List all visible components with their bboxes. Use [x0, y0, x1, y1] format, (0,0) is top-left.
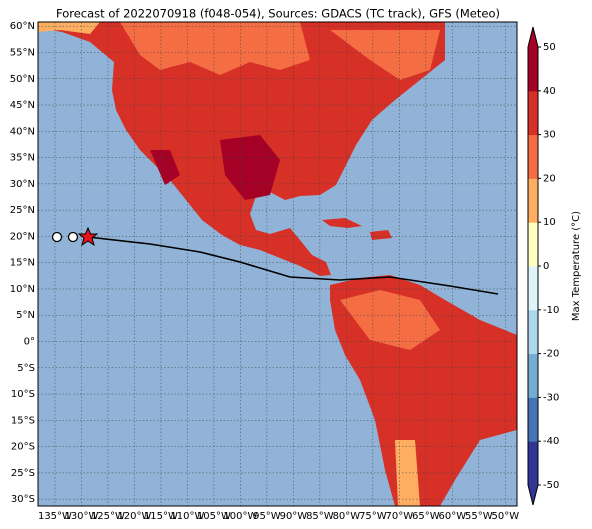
- y-tick-label: 20°S: [11, 442, 35, 453]
- cool-patch: [395, 440, 420, 506]
- x-tick-label: 80°W: [333, 511, 361, 522]
- x-tick-label: 130°W: [64, 511, 98, 522]
- colorbar-tick-label: -50: [543, 480, 559, 491]
- colorbar-swatch: [528, 222, 538, 267]
- map-frame: [37, 21, 518, 507]
- hot-patch: [150, 150, 180, 185]
- colorbar-swatch: [528, 353, 538, 398]
- x-tick-label: 115°W: [144, 511, 178, 522]
- x-tick-label: 95°W: [253, 511, 281, 522]
- tc-track: [87, 236, 499, 295]
- x-tick-label: 85°W: [306, 511, 334, 522]
- colorbar-swatch: [528, 266, 538, 311]
- y-tick-label: 15°S: [11, 415, 35, 426]
- x-tick-label: 75°W: [359, 511, 387, 522]
- colorbar-tick-label: 20: [543, 173, 556, 184]
- x-tick-label: 50°W: [492, 511, 520, 522]
- warm-patch: [340, 290, 440, 350]
- x-tick-label: 125°W: [91, 511, 125, 522]
- y-tick-label: 10°N: [10, 284, 35, 295]
- y-tick-label: 0°: [24, 337, 35, 348]
- colorbar-swatch: [528, 90, 538, 136]
- y-tick-label: 25°S: [11, 468, 35, 479]
- y-tick-label: 30°N: [10, 179, 35, 190]
- grid: [38, 22, 517, 506]
- colorbar-swatch: [528, 441, 538, 486]
- hispaniola: [370, 230, 392, 240]
- colorbar-swatch: [528, 397, 538, 442]
- colorbar-label: Max Temperature (°C): [571, 211, 582, 321]
- map-title: Forecast of 2022070918 (f048-054), Sourc…: [56, 7, 500, 21]
- x-tick-label: 90°W: [280, 511, 308, 522]
- x-tick-label: 110°W: [170, 511, 204, 522]
- track-point: [51, 231, 63, 243]
- y-tick-label: 40°N: [10, 126, 35, 137]
- y-tick-label: 25°N: [10, 205, 35, 216]
- y-tick-label: 50°N: [10, 74, 35, 85]
- cuba: [322, 218, 362, 228]
- colorbar-swatch: [528, 178, 538, 223]
- y-tick-label: 20°N: [10, 231, 35, 242]
- colorbar-tick-label: -40: [543, 436, 559, 447]
- colorbar-swatch: [528, 309, 538, 355]
- colorbar-extend-bottom: [528, 485, 538, 505]
- warm-patch: [120, 22, 310, 75]
- x-tick-label: 65°W: [412, 511, 440, 522]
- x-tick-label: 100°W: [223, 511, 257, 522]
- y-tick-label: 30°S: [11, 494, 35, 505]
- colorbar-tick-label: 50: [543, 42, 556, 53]
- y-tick-label: 55°N: [10, 47, 35, 58]
- tc-position: [77, 226, 99, 247]
- colorbar-tick-label: -20: [543, 349, 559, 360]
- y-tick-label: 5°S: [17, 363, 35, 374]
- x-tick-label: 55°W: [465, 511, 493, 522]
- y-tick-label: 10°S: [11, 389, 35, 400]
- colorbar-extend-top: [528, 27, 538, 47]
- track-point: [67, 231, 79, 243]
- y-tick-label: 60°N: [10, 21, 35, 32]
- cool-patch: [38, 22, 100, 34]
- colorbar-swatch: [528, 47, 538, 92]
- colorbar-tick-label: 40: [543, 86, 556, 97]
- colorbar-tick-label: 30: [543, 130, 556, 141]
- x-tick-label: 120°W: [117, 511, 151, 522]
- warm-patch: [330, 30, 440, 80]
- x-tick-label: 70°W: [386, 511, 414, 522]
- y-tick-label: 45°N: [10, 100, 35, 111]
- y-tick-label: 5°N: [16, 310, 35, 321]
- colorbar-tick-label: -30: [543, 392, 559, 403]
- x-tick-label: 135°W: [38, 511, 72, 522]
- colorbar-tick-label: 10: [543, 217, 556, 228]
- map-area: [37, 21, 518, 507]
- y-tick-label: 35°N: [10, 153, 35, 164]
- y-tick-label: 15°N: [10, 258, 35, 269]
- colorbar-tick-label: -10: [543, 305, 559, 316]
- x-tick-label: 60°W: [439, 511, 467, 522]
- x-tick-label: 105°W: [197, 511, 231, 522]
- colorbar-tick-label: 0: [543, 261, 549, 272]
- colorbar-swatch: [528, 134, 538, 179]
- colorbar: -50 -40 -30 -20 -10 0 10 20 30 40 50: [527, 26, 559, 506]
